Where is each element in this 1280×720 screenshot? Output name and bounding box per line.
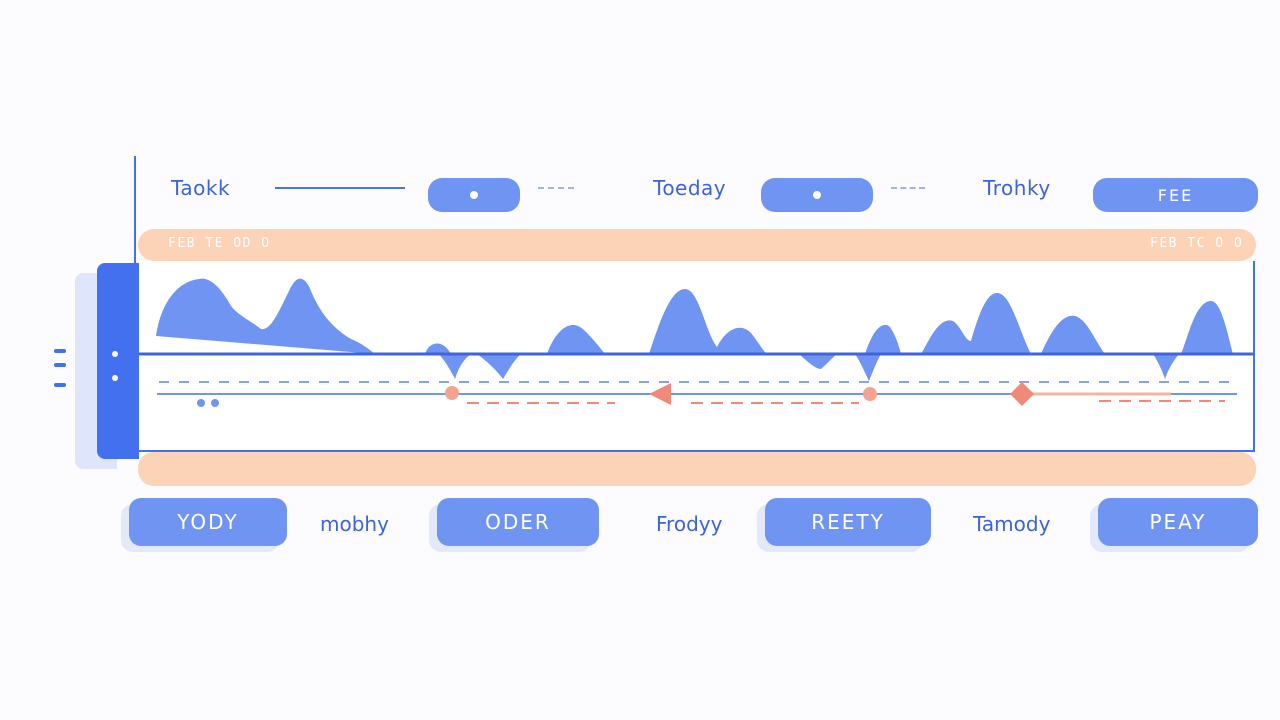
waveform-graph bbox=[139, 261, 1255, 452]
fee-button[interactable]: FEE bbox=[1093, 178, 1258, 212]
bottom-label-mobhy: mobhy bbox=[320, 512, 389, 536]
menu-icon[interactable] bbox=[54, 349, 68, 389]
marker-dot bbox=[211, 399, 219, 407]
dash-divider bbox=[891, 187, 925, 189]
fee-button-label: FEE bbox=[1157, 185, 1194, 205]
oder-button[interactable]: ODER bbox=[437, 498, 599, 546]
band-left-text: FEB TE OD O bbox=[168, 236, 271, 251]
waveform-panel bbox=[139, 261, 1255, 452]
top-label-trohky: Trohky bbox=[983, 176, 1051, 200]
handle-dot-icon bbox=[112, 375, 118, 381]
waveform-dips bbox=[439, 354, 1179, 381]
timeline-footer-band bbox=[138, 452, 1256, 486]
handle-dot-icon bbox=[112, 351, 118, 357]
yody-button[interactable]: YODY bbox=[129, 498, 287, 546]
peay-button[interactable]: PEAY bbox=[1098, 498, 1258, 546]
arrow-marker bbox=[649, 383, 671, 405]
timeline-header-band bbox=[138, 229, 1256, 261]
reety-button[interactable]: REETY bbox=[765, 498, 931, 546]
diamond-marker bbox=[1010, 382, 1034, 406]
band-right-text: FEB TC O O bbox=[1150, 236, 1244, 251]
side-drag-handle[interactable] bbox=[97, 263, 139, 459]
top-rule bbox=[275, 187, 405, 189]
bottom-label-frodyy: Frodyy bbox=[656, 512, 723, 536]
toggle-button-2[interactable] bbox=[761, 178, 873, 212]
left-guide-line bbox=[134, 156, 136, 266]
dot-icon bbox=[470, 191, 478, 199]
bottom-label-tamody: Tamody bbox=[973, 512, 1051, 536]
marker-dot bbox=[197, 399, 205, 407]
waveform-peaks bbox=[156, 278, 1233, 354]
top-label-taokk: Taokk bbox=[171, 176, 231, 200]
keyframe-marker bbox=[445, 386, 459, 400]
keyframe-marker bbox=[863, 387, 877, 401]
toggle-button-1[interactable] bbox=[428, 178, 520, 212]
dot-icon bbox=[813, 191, 821, 199]
dash-divider bbox=[538, 187, 574, 189]
top-label-toeday: Toeday bbox=[653, 176, 727, 200]
